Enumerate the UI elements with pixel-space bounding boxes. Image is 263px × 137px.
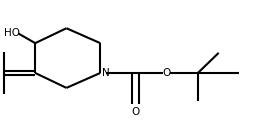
Text: O: O bbox=[163, 68, 171, 78]
Text: HO: HO bbox=[4, 28, 20, 38]
Text: O: O bbox=[131, 107, 140, 117]
Text: N: N bbox=[102, 68, 109, 78]
